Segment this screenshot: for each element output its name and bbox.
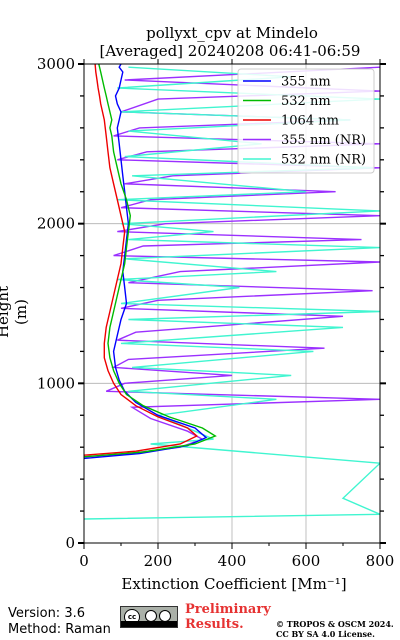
copyright-notice: © TROPOS & OSCM 2024. CC BY SA 4.0 Licen… — [276, 619, 394, 639]
legend-label: 1064 nm — [281, 114, 339, 129]
y-tick-label: 1000 — [37, 374, 75, 392]
y-tick-label: 0 — [65, 534, 75, 552]
x-tick-label: 400 — [218, 552, 247, 570]
legend-box — [237, 68, 375, 174]
chart-title-line1: pollyxt_cpv at Mindelo — [146, 24, 318, 42]
copyright-line2: CC BY SA 4.0 License. — [276, 629, 375, 639]
legend-label: 532 nm — [281, 94, 331, 109]
version-text: Version: 3.6 — [8, 606, 85, 621]
cc-strip — [121, 621, 177, 627]
x-tick-label: 0 — [79, 552, 89, 570]
legend-label: 355 nm (NR) — [281, 133, 366, 148]
legend-label: 355 nm — [281, 75, 331, 90]
chart-title-line2: [Averaged] 20240208 06:41-06:59 — [99, 42, 361, 60]
method-text: Method: Raman — [8, 622, 111, 637]
y-tick-label: 3000 — [37, 55, 75, 73]
x-tick-label: 200 — [144, 552, 173, 570]
y-tick-label: 2000 — [37, 215, 75, 233]
series-line-355 — [84, 64, 208, 460]
cc-license-badge[interactable]: cc — [120, 606, 178, 628]
preliminary-line2: Results. — [185, 617, 244, 632]
legend-label: 532 nm (NR) — [281, 153, 366, 168]
preliminary-line1: Preliminary — [185, 602, 271, 617]
series-line-1064 — [84, 64, 199, 456]
x-tick-label: 800 — [366, 552, 395, 570]
x-axis-label: Extinction Coefficient [Mm⁻¹] — [121, 575, 347, 593]
copyright-line1: © TROPOS & OSCM 2024. — [276, 619, 394, 629]
preliminary-notice: Preliminary Results. — [185, 602, 271, 632]
y-axis-label: Height (m) — [0, 285, 30, 339]
x-tick-label: 600 — [292, 552, 321, 570]
series-line-532 — [84, 64, 217, 458]
